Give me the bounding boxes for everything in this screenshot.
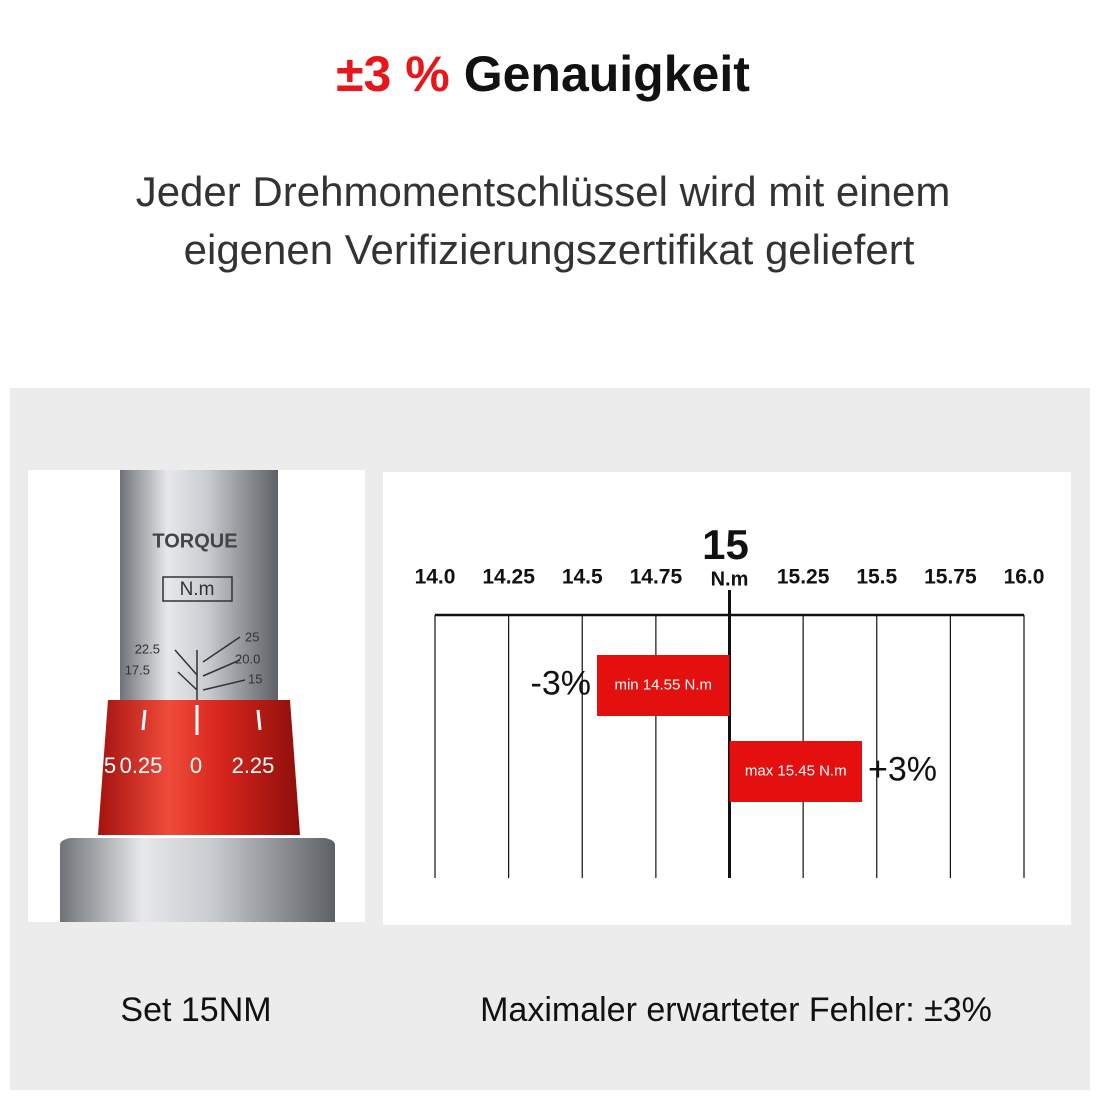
caption: Maximaler erwarteter Fehler: ±3% [480,991,992,1029]
unit: N.m [180,579,215,600]
x-tick-label: 15.5 [856,566,897,589]
subtitle: eigenen Verifizierungszertifikat geliefe… [184,226,915,273]
dial-ticks [141,705,262,735]
subtitle: Jeder Drehmomentschlüssel wird mit einem [136,168,951,215]
headline: ±3 % Genauigkeit [336,46,750,102]
caption: Set 15NM [120,991,271,1029]
scale-label: 15 [248,671,262,686]
scale-lines [174,636,246,700]
unit-box [162,576,233,602]
x-tick-label: 14.75 [630,566,683,589]
reference-label: 15 [702,521,749,568]
value-label: min 14.55 N.m [614,676,712,693]
shaft [120,470,278,710]
x-tick-label: 14.0 [415,566,456,589]
error-bar [596,655,730,716]
dial-label: 2.25 [232,753,275,778]
dial-label: 0 [190,753,202,778]
dial-label: 5 [104,753,116,778]
x-tick-label: 15.75 [924,566,977,589]
headline-accent: ±3 % [336,46,450,102]
scale-label: 22.5 [135,641,160,656]
annotation: -3% [531,664,591,702]
scale-label: 25 [245,629,259,644]
base [60,838,335,922]
x-tick-label: 15.25 [777,566,830,589]
reference-unit: N.m [711,568,749,590]
wrench-photo: TORQUE N.m 22.5 17.5 25 20.0 15 5 0.25 0… [60,470,335,922]
value-label: max 15.45 N.m [745,762,847,779]
brand: TORQUE [152,530,237,552]
scale-label: 20.0 [235,651,260,666]
dial [98,700,300,835]
headline-text: Genauigkeit [464,46,751,102]
range-chart: 14.0 14.25 14.5 14.75 15N.m 15.25 15.5 15.75 16.… [415,521,1045,878]
dial-label: 0.25 [120,753,163,778]
annotation: +3% [868,750,937,788]
error-bar [729,741,863,802]
x-tick-label: 16.0 [1004,566,1045,589]
x-tick-label: 14.25 [482,566,535,589]
scale-label: 17.5 [125,662,150,677]
x-tick-label: 14.5 [562,566,603,589]
